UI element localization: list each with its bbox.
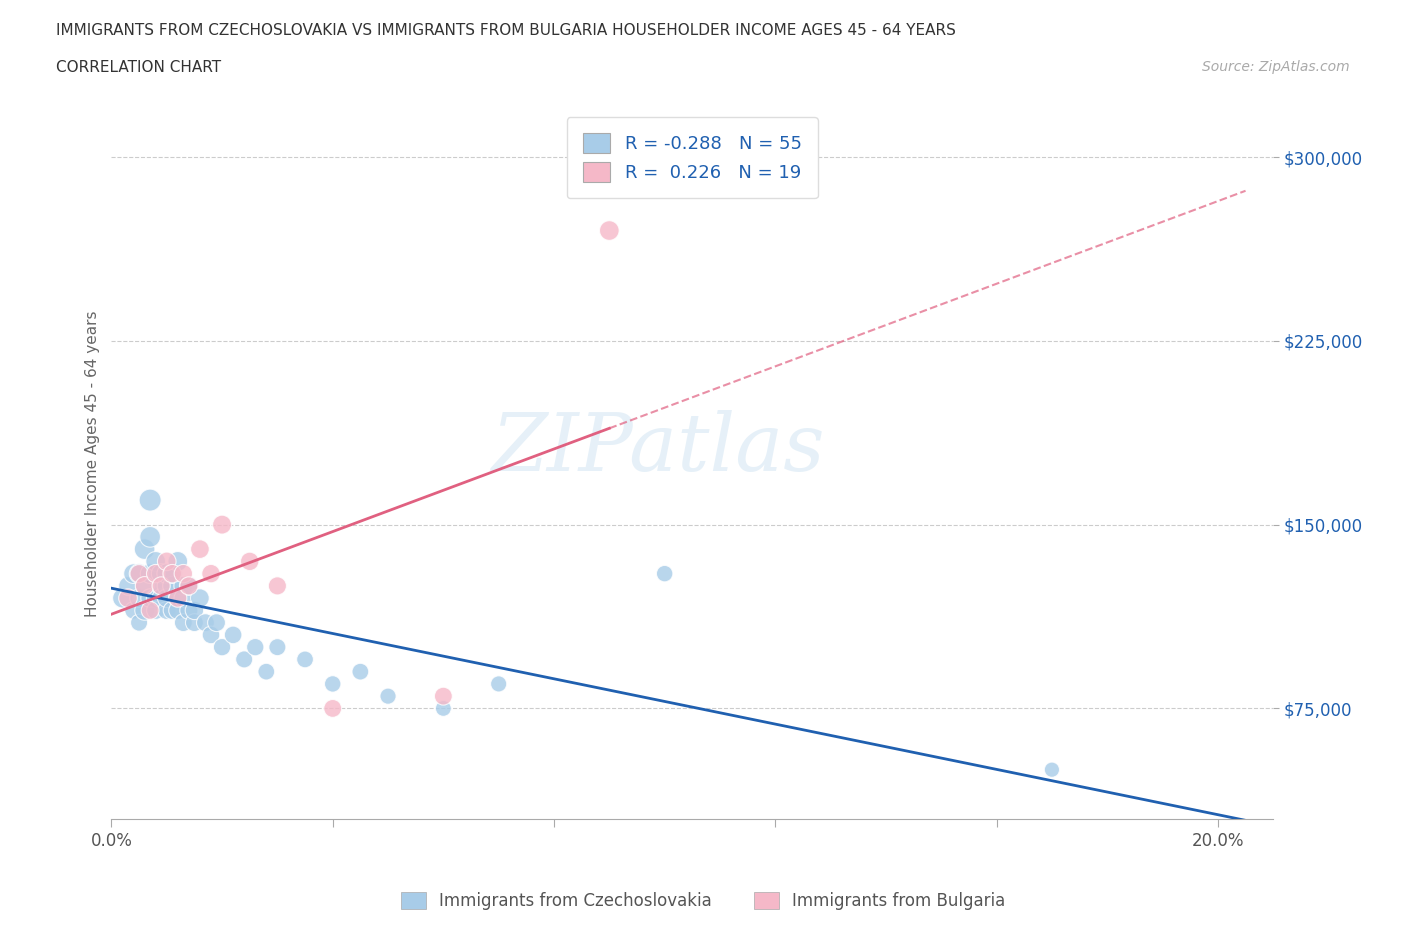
Point	[134, 541, 156, 556]
Point	[172, 616, 194, 631]
Point	[166, 591, 188, 605]
Point	[598, 223, 620, 238]
Point	[488, 676, 510, 691]
Legend: R = -0.288   N = 55, R =  0.226   N = 19: R = -0.288 N = 55, R = 0.226 N = 19	[567, 117, 818, 198]
Point	[162, 603, 184, 618]
Point	[111, 591, 134, 605]
Point	[654, 566, 676, 581]
Point	[139, 566, 162, 581]
Point	[200, 566, 222, 581]
Point	[156, 591, 179, 605]
Point	[177, 578, 200, 593]
Point	[239, 554, 262, 569]
Point	[377, 689, 399, 704]
Point	[139, 591, 162, 605]
Point	[139, 603, 162, 618]
Text: IMMIGRANTS FROM CZECHOSLOVAKIA VS IMMIGRANTS FROM BULGARIA HOUSEHOLDER INCOME AG: IMMIGRANTS FROM CZECHOSLOVAKIA VS IMMIGR…	[56, 23, 956, 38]
Point	[156, 603, 179, 618]
Point	[294, 652, 316, 667]
Point	[1040, 763, 1063, 777]
Point	[128, 616, 150, 631]
Point	[322, 676, 344, 691]
Point	[233, 652, 256, 667]
Point	[177, 603, 200, 618]
Legend: Immigrants from Czechoslovakia, Immigrants from Bulgaria: Immigrants from Czechoslovakia, Immigran…	[394, 885, 1012, 917]
Point	[134, 578, 156, 593]
Point	[322, 701, 344, 716]
Point	[145, 591, 167, 605]
Point	[166, 591, 188, 605]
Point	[266, 640, 288, 655]
Point	[162, 566, 184, 581]
Point	[172, 566, 194, 581]
Point	[177, 578, 200, 593]
Point	[145, 554, 167, 569]
Text: ZIPatlas: ZIPatlas	[491, 410, 824, 488]
Point	[432, 701, 454, 716]
Point	[166, 603, 188, 618]
Point	[183, 616, 205, 631]
Point	[254, 664, 277, 679]
Y-axis label: Householder Income Ages 45 - 64 years: Householder Income Ages 45 - 64 years	[86, 310, 100, 617]
Point	[150, 578, 173, 593]
Point	[145, 603, 167, 618]
Point	[162, 578, 184, 593]
Point	[166, 554, 188, 569]
Point	[122, 566, 145, 581]
Point	[156, 578, 179, 593]
Point	[211, 640, 233, 655]
Point	[432, 689, 454, 704]
Point	[188, 541, 211, 556]
Point	[150, 578, 173, 593]
Point	[200, 628, 222, 643]
Point	[162, 566, 184, 581]
Point	[211, 517, 233, 532]
Point	[128, 566, 150, 581]
Point	[188, 591, 211, 605]
Point	[117, 578, 139, 593]
Point	[205, 616, 228, 631]
Point	[349, 664, 371, 679]
Point	[150, 591, 173, 605]
Point	[122, 603, 145, 618]
Text: Source: ZipAtlas.com: Source: ZipAtlas.com	[1202, 60, 1350, 74]
Point	[128, 566, 150, 581]
Point	[222, 628, 245, 643]
Point	[172, 578, 194, 593]
Point	[145, 566, 167, 581]
Point	[156, 566, 179, 581]
Point	[128, 591, 150, 605]
Point	[117, 591, 139, 605]
Point	[156, 554, 179, 569]
Point	[139, 529, 162, 544]
Point	[139, 493, 162, 508]
Point	[172, 591, 194, 605]
Point	[245, 640, 267, 655]
Point	[194, 616, 217, 631]
Point	[183, 603, 205, 618]
Point	[134, 603, 156, 618]
Text: CORRELATION CHART: CORRELATION CHART	[56, 60, 221, 75]
Point	[266, 578, 288, 593]
Point	[134, 578, 156, 593]
Point	[150, 566, 173, 581]
